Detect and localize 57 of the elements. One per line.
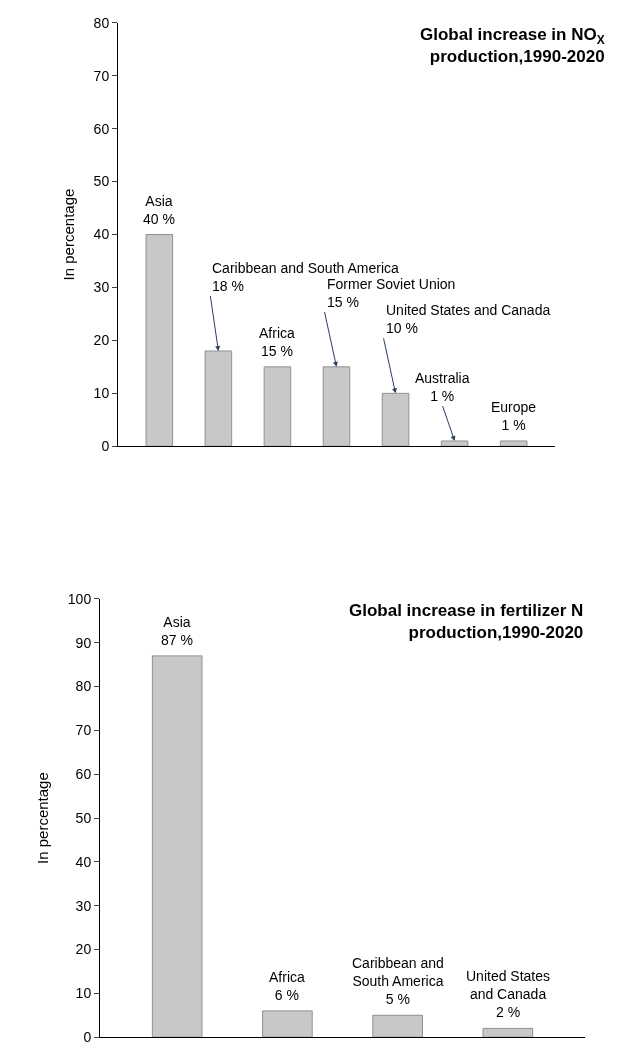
bar xyxy=(499,440,528,447)
annotation: Asia xyxy=(163,614,191,630)
bar xyxy=(263,366,292,447)
annotation: Caribbean and South America xyxy=(352,955,444,990)
annotation: Asia xyxy=(145,193,173,209)
y-tick-label: 30 xyxy=(93,279,110,296)
y-tick-label: 0 xyxy=(101,438,110,455)
data-label: 1 % xyxy=(430,388,455,405)
y-tick-label: 10 xyxy=(75,985,92,1002)
y-tick-label: 60 xyxy=(93,120,110,137)
y-tick-label: 50 xyxy=(75,809,92,826)
data-label: 10 % xyxy=(386,320,418,337)
bar xyxy=(204,350,233,447)
y-axis-title: In percentage xyxy=(59,188,77,281)
bar xyxy=(440,440,469,447)
y-tick-label: 50 xyxy=(93,173,110,190)
data-label: 15 % xyxy=(327,294,359,311)
y-tick-label: 20 xyxy=(75,941,92,958)
annotation: Australia xyxy=(415,370,470,386)
y-axis-title: In percentage xyxy=(34,772,52,864)
annotation: United States and Canada xyxy=(386,302,551,318)
data-label: 18 % xyxy=(212,278,244,295)
data-label: 5 % xyxy=(385,991,410,1008)
y-tick-label: 90 xyxy=(75,634,92,651)
y-tick-label: 80 xyxy=(75,678,92,695)
data-label: 40 % xyxy=(143,211,175,228)
bar xyxy=(145,234,174,447)
annotation: Africa xyxy=(259,325,295,341)
data-label: 1 % xyxy=(501,417,526,434)
data-label: 87 % xyxy=(161,632,193,649)
text: Global increase in fertilizer N production,1990-2020 xyxy=(349,601,584,643)
data-label: 6 % xyxy=(274,987,299,1004)
y-tick-label: 70 xyxy=(93,67,110,84)
y-tick-label: 10 xyxy=(93,385,110,402)
bar xyxy=(372,1014,423,1038)
bar xyxy=(151,655,203,1038)
data-label: 15 % xyxy=(260,343,293,360)
annotation: United States and Canada xyxy=(466,968,551,1003)
annotation: Africa xyxy=(269,969,305,985)
bar xyxy=(322,366,351,447)
y-tick-label: 80 xyxy=(93,14,110,31)
y-tick-label: 60 xyxy=(75,766,92,783)
bar xyxy=(381,392,410,447)
y-tick-label: 40 xyxy=(75,853,92,870)
data-label: 2 % xyxy=(495,1004,521,1021)
annotation: Former Soviet Union xyxy=(327,276,456,292)
annotation: Caribbean and South America xyxy=(212,260,399,276)
bar xyxy=(482,1027,534,1038)
y-tick-label: 70 xyxy=(75,722,92,739)
bar xyxy=(262,1010,313,1038)
y-tick-label: 100 xyxy=(67,590,92,607)
y-tick-label: 20 xyxy=(93,332,110,349)
annotation: Europe xyxy=(491,399,537,415)
y-tick-label: 30 xyxy=(75,897,92,914)
text: Global increase in NO$_{X}$ production,1990-2020 xyxy=(420,25,605,67)
y-tick-label: 0 xyxy=(83,1029,92,1046)
y-tick-label: 40 xyxy=(93,226,110,243)
